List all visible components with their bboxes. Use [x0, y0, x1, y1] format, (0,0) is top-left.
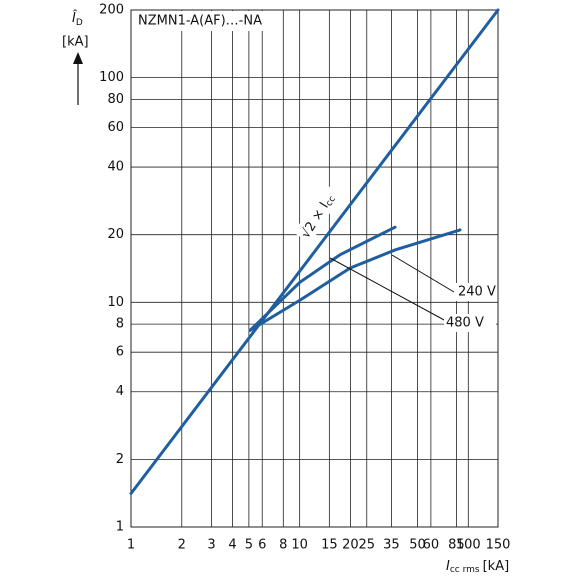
series-line — [248, 225, 397, 332]
y-tick-label: 60 — [107, 120, 124, 135]
y-tick-label: 200 — [99, 3, 124, 18]
plot-frame — [130, 9, 499, 528]
x-label-symbol: I — [446, 559, 450, 574]
series-label: 240 V — [458, 285, 496, 300]
x-tick-label: 35 — [383, 538, 400, 553]
y-tick-label: 10 — [107, 295, 124, 310]
y-tick-label: 6 — [116, 345, 124, 360]
annotation-sub: cc — [324, 194, 338, 208]
x-tick-label: 60 — [423, 538, 440, 553]
y-tick-label: 8 — [116, 317, 124, 332]
y-tick-label: 4 — [116, 384, 124, 399]
x-tick-label: 5 — [245, 538, 253, 553]
chart-title: NZMN1-A(AF)…-NA — [138, 14, 262, 29]
label-box — [456, 283, 496, 301]
annotation-box — [293, 183, 342, 244]
y-tick-label: 100 — [99, 70, 124, 85]
x-tick-label: 25 — [358, 538, 375, 553]
series-line — [129, 8, 500, 495]
x-tick-label: 10 — [291, 538, 308, 553]
x-tick-label: 6 — [258, 538, 266, 553]
x-tick-label: 50 — [409, 538, 426, 553]
x-tick-label: 4 — [228, 538, 236, 553]
y-label-sub: D — [76, 18, 83, 28]
label-box — [444, 314, 496, 332]
y-tick-label: 40 — [107, 160, 124, 175]
marks — [129, 8, 500, 495]
grid — [130, 9, 499, 528]
y-arrow-head — [73, 52, 83, 64]
x-tick-label: 1 — [127, 538, 135, 553]
y-axis-unit: [kA] — [62, 35, 89, 50]
y-tick-label: 80 — [107, 92, 124, 107]
x-tick-label: 85 — [448, 538, 465, 553]
y-tick-label: 2 — [116, 452, 124, 467]
x-tick-label: 15 — [321, 538, 338, 553]
x-tick-label: 150 — [486, 538, 511, 553]
x-tick-label: 20 — [342, 538, 359, 553]
x-tick-label: 3 — [207, 538, 215, 553]
x-label-unit: [kA] — [483, 559, 510, 574]
y-label-symbol: Î — [72, 10, 77, 26]
y-tick-label: 1 — [116, 520, 124, 535]
series-line — [248, 228, 462, 332]
x-axis-label: Icc rms [kA] — [446, 559, 509, 575]
series-label: 480 V — [446, 316, 484, 331]
x-tick-label: 100 — [456, 538, 481, 553]
x-tick-label: 8 — [279, 538, 287, 553]
y-axis-label: ÎD — [72, 10, 83, 28]
y-tick-label: 20 — [107, 227, 124, 242]
title-box — [134, 11, 268, 31]
x-label-sub: cc rms — [450, 565, 480, 575]
x-tick-label: 2 — [178, 538, 186, 553]
leader-line — [329, 257, 447, 322]
leader-line — [391, 254, 455, 293]
